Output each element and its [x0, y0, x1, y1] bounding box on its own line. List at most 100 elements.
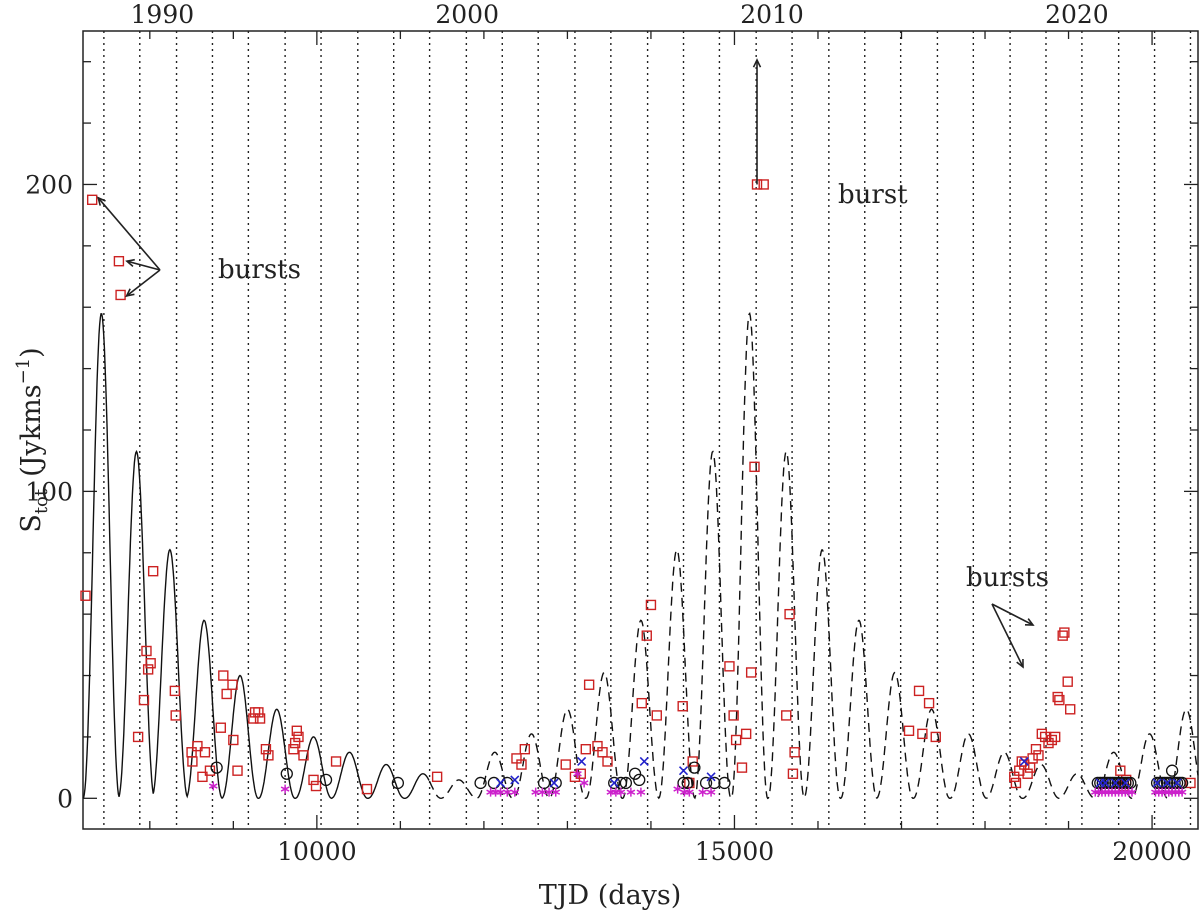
data-point-circle — [677, 776, 690, 790]
data-point-square — [1033, 750, 1044, 761]
data-point-star — [698, 787, 708, 797]
data-point-square — [758, 179, 769, 190]
data-point-star — [1177, 787, 1187, 797]
data-point-square — [199, 747, 211, 758]
data-point-square — [1027, 753, 1038, 764]
data-point-star — [531, 787, 541, 797]
data-point-square — [728, 710, 739, 721]
data-point-square — [1022, 768, 1033, 779]
data-point-star — [636, 787, 646, 797]
data-point-square — [641, 630, 652, 641]
annotation-bursts-left: bursts — [218, 255, 301, 285]
data-point-square — [740, 728, 752, 740]
data-point-circle — [1163, 776, 1176, 790]
data-point-star — [510, 787, 520, 797]
annotation-bursts-right: bursts — [966, 563, 1049, 593]
data-point-square — [330, 756, 342, 767]
data-point-circle — [474, 776, 487, 790]
data-point-square — [221, 688, 232, 700]
data-point-square — [724, 661, 735, 672]
data-point-square — [651, 710, 662, 721]
data-point-circle — [608, 776, 621, 790]
data-point-cross — [577, 756, 587, 767]
y-axis-label-main: S — [16, 514, 47, 533]
data-point-square — [1054, 694, 1065, 706]
data-point-square — [263, 750, 274, 761]
data-point-square — [917, 728, 928, 740]
data-point-square — [730, 734, 742, 746]
annotation-arrow — [991, 603, 1034, 626]
data-point-square — [291, 725, 303, 736]
data-point-cross — [1100, 778, 1110, 788]
y-axis-label-close: ) — [16, 347, 47, 358]
data-point-square — [677, 701, 688, 712]
data-point-square — [115, 289, 126, 301]
data-point-square — [145, 658, 156, 669]
data-point-square — [745, 667, 757, 678]
data-point-square — [218, 670, 229, 681]
data-point-square — [923, 697, 935, 709]
data-point-cross — [678, 766, 689, 776]
data-point-square — [516, 759, 527, 770]
data-point-square — [169, 685, 181, 697]
data-point-square — [1115, 765, 1126, 776]
top-year-labels: 1990 2000 2010 2020 — [131, 0, 1109, 29]
data-point-square — [684, 777, 695, 789]
x-tick-labels: 10000 15000 20000 — [277, 837, 1192, 866]
data-point-square — [602, 756, 613, 767]
data-point-star — [502, 787, 512, 797]
y-tick-label: 100 — [25, 477, 73, 506]
data-point-square — [86, 194, 98, 206]
x-tick-label: 10000 — [277, 837, 357, 866]
data-point-square — [141, 645, 152, 657]
annotation-arrow — [126, 269, 161, 297]
data-point-square — [519, 744, 531, 755]
annotation-arrowhead — [1016, 658, 1024, 669]
data-point-star — [496, 787, 505, 797]
y-tick-labels: 0 100 200 — [25, 170, 73, 813]
data-point-star — [1127, 787, 1137, 797]
data-point-square — [187, 756, 198, 767]
data-point-cross — [549, 778, 559, 788]
data-point-square — [431, 771, 443, 783]
model-curve-solid — [82, 313, 430, 800]
annotation-arrow — [126, 260, 161, 271]
data-point-cross — [510, 775, 520, 785]
data-point-square — [227, 679, 238, 690]
data-point-square — [288, 744, 299, 755]
annotation-burst-middle: burst — [838, 180, 908, 210]
data-point-square — [192, 740, 203, 752]
data-point-square — [736, 762, 748, 773]
data-point-circle — [487, 776, 501, 790]
data-point-square — [1039, 731, 1051, 743]
data-point-square — [310, 780, 322, 792]
data-point-square — [1010, 777, 1022, 789]
data-point-square — [298, 750, 309, 761]
data-point-circle — [280, 767, 293, 780]
data-point-cross — [706, 772, 716, 782]
top-year-label: 2020 — [1045, 0, 1109, 29]
data-point-square — [113, 255, 125, 267]
annotation-arrowhead — [125, 288, 135, 298]
top-year-label: 2000 — [435, 0, 499, 29]
data-point-square — [1185, 777, 1196, 789]
data-point-star — [616, 787, 626, 797]
data-point-circle — [319, 773, 333, 787]
data-point-cross — [639, 756, 649, 767]
data-point-square — [197, 771, 208, 783]
minor-ticks — [83, 31, 1198, 829]
data-point-circle — [1165, 764, 1179, 777]
data-point-star — [573, 769, 582, 779]
data-point-square — [687, 756, 698, 767]
data-point-cross — [1120, 778, 1130, 788]
y-axis-label-units: (Jykms — [16, 384, 47, 476]
data-point-cross — [1019, 756, 1029, 767]
y-tick-label: 200 — [25, 170, 73, 199]
data-point-square — [1049, 731, 1061, 743]
data-point-square — [254, 713, 266, 724]
y-axis-label-sub: tot — [31, 488, 52, 514]
data-point-star — [673, 784, 683, 794]
data-point-square — [560, 759, 571, 770]
data-point-circle — [688, 761, 701, 774]
data-point-square — [1043, 737, 1054, 749]
